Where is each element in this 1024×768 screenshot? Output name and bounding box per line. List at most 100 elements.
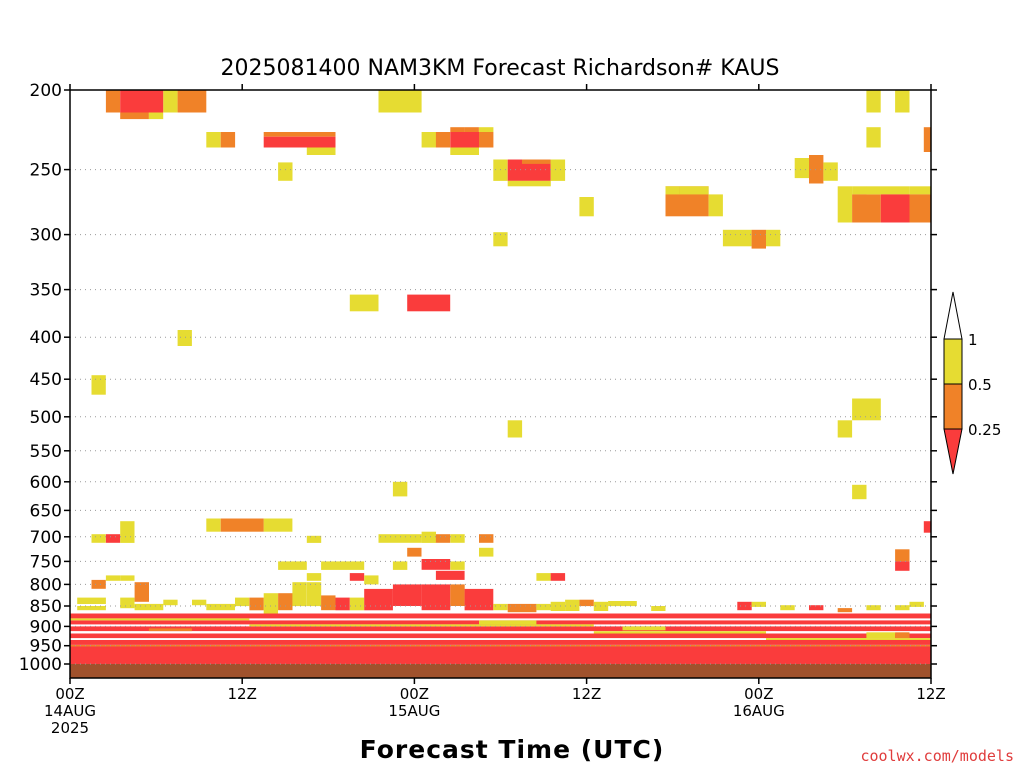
heatmap-cell: [263, 132, 336, 137]
heatmap-cell: [70, 613, 931, 619]
heatmap-cell: [220, 132, 236, 148]
heatmap-cell: [70, 646, 931, 664]
x-tick-label: 14AUG: [44, 702, 96, 720]
heatmap-cell: [665, 186, 680, 195]
heatmap-cell: [593, 631, 766, 634]
heatmap-cell: [923, 127, 931, 152]
heatmap-cell: [70, 626, 931, 632]
heatmap-cell: [407, 294, 451, 312]
heatmap-cell: [909, 186, 931, 195]
heatmap-cell: [866, 605, 881, 611]
heatmap-cell: [651, 606, 666, 611]
heatmap-cell: [464, 127, 479, 132]
heatmap-cell: [909, 601, 924, 607]
heatmap-cell: [464, 588, 494, 611]
heatmap-cell: [263, 593, 278, 615]
y-axis: 200 250 300 350 400 450 500 550 600 650 700 750 8008…: [19, 81, 937, 675]
x-tick-label: 00Z: [400, 685, 429, 703]
heatmap-cell: [766, 229, 781, 247]
heatmap-cell: [608, 601, 637, 607]
heatmap-cell: [407, 547, 422, 557]
chart-title: 2025081400 NAM3KM Forecast Richardson# K…: [221, 56, 780, 81]
source-credit[interactable]: coolwx.com/models: [860, 747, 1014, 765]
colorbar-label: 0.5: [968, 376, 992, 394]
heatmap-cell: [70, 618, 250, 621]
heatmap-cell: [708, 194, 723, 217]
heatmap-cell: [751, 229, 766, 249]
heatmap-cell: [349, 294, 379, 312]
heatmap-cell: [235, 597, 250, 607]
heatmap-cell: [335, 597, 350, 611]
heatmap-cell: [479, 534, 494, 543]
heatmap-cell: [780, 605, 795, 611]
heatmap-cell: [435, 132, 451, 148]
heatmap-cell: [321, 561, 365, 570]
heatmap-cell: [522, 159, 551, 164]
heatmap-cell: [450, 584, 465, 606]
heatmap-cell: [866, 632, 896, 639]
heatmap-cell: [479, 127, 494, 132]
heatmap-cell: [809, 605, 824, 611]
heatmap-cell: [794, 158, 810, 179]
heatmap-cell: [435, 559, 451, 570]
y-tick-label: 900: [30, 617, 62, 637]
y-tick-label: 350: [30, 281, 62, 301]
heatmap-cell: [120, 521, 135, 543]
heatmap-cell: [507, 420, 523, 438]
heatmap-cell: [493, 603, 508, 611]
heatmap-cell: [665, 194, 709, 217]
heatmap-cell: [522, 159, 551, 181]
x-tick-label: 12Z: [572, 685, 601, 703]
heatmap-cell: [507, 180, 551, 187]
heatmap-cell: [450, 561, 465, 570]
heatmap-cell: [364, 575, 379, 585]
heatmap-cell: [120, 90, 164, 113]
heatmap-cell: [923, 521, 931, 533]
x-axis-label: Forecast Time (UTC): [360, 735, 665, 764]
heatmap-cell: [134, 582, 149, 602]
heatmap-cell: [278, 561, 307, 570]
heatmap-cell: [550, 573, 566, 581]
heatmap-cell: [70, 633, 931, 639]
heatmap-cell: [177, 330, 192, 346]
heatmap-cell: [507, 603, 537, 613]
heatmap-cell: [435, 570, 465, 580]
heatmap-cell: [895, 561, 910, 571]
heatmap-cell: [421, 132, 436, 148]
x-tick-label: 15AUG: [388, 702, 440, 720]
heatmap-cell: [837, 608, 853, 613]
heatmap-cell: [120, 112, 149, 120]
y-tick-label: 1000: [19, 655, 62, 675]
heatmap-cell: [177, 90, 207, 113]
heatmap-cell: [479, 620, 537, 625]
heatmap-cell: [852, 186, 867, 195]
y-tick-label: 850: [30, 597, 62, 617]
ground-band: [70, 664, 931, 678]
heatmap-cell: [866, 186, 910, 195]
x-tick-label: 2025: [51, 719, 89, 737]
heatmap-cell: [120, 597, 135, 609]
heatmap-cell: [192, 599, 207, 606]
heatmap-cell: [91, 375, 106, 395]
heatmap-cell: [163, 599, 178, 606]
heatmap-cell: [507, 159, 523, 181]
heatmap-cell: [70, 640, 931, 645]
heatmap-cell: [392, 561, 408, 570]
heatmap-cell: [536, 573, 551, 581]
heatmap-cell: [679, 186, 709, 195]
heatmap-cell: [421, 559, 436, 570]
y-tick-label: 600: [30, 473, 62, 493]
heatmap-cell: [364, 588, 393, 611]
y-tick-label: 450: [30, 370, 62, 390]
heatmap-cell: [450, 132, 479, 148]
heatmap-cell: [306, 535, 322, 543]
heatmap-cell: [895, 549, 910, 562]
heatmap-cell: [77, 597, 106, 604]
heatmap-cell: [493, 159, 508, 181]
heatmap-cell: [909, 194, 931, 223]
heatmap-cell: [91, 534, 106, 543]
heatmap-cell: [450, 127, 465, 132]
y-tick-label: 950: [30, 637, 62, 657]
heatmap-cell: [550, 159, 566, 181]
